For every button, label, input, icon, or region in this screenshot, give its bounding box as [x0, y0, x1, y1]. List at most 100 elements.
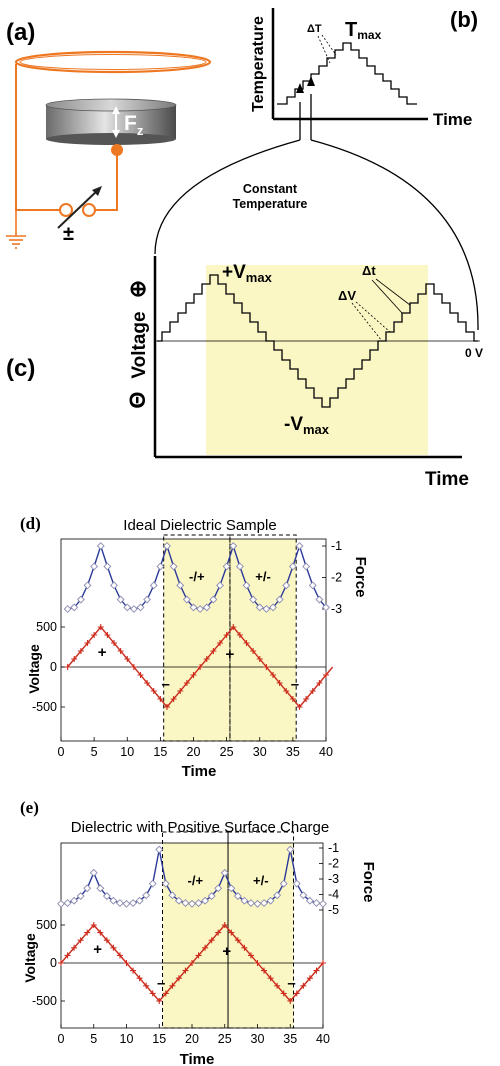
force-arrow-icon — [112, 106, 120, 138]
svg-text:Voltage: Voltage — [129, 311, 150, 378]
chart-d-voltage-point — [170, 696, 177, 702]
circuit-wire-right — [94, 150, 118, 211]
panel-label-b: (b) — [450, 7, 478, 32]
chart-d-voltage-point — [104, 632, 111, 638]
chart-d-force-point — [123, 603, 132, 612]
chart-d-voltage-point — [84, 640, 91, 646]
chart-d-force-point — [163, 542, 171, 550]
chart-e-voltage-point — [267, 975, 274, 982]
chart-e-force-point — [161, 879, 170, 888]
chart-d-voltage-point — [283, 688, 290, 694]
chart-e-voltage-point — [215, 929, 222, 936]
chart-e-force-point — [279, 879, 288, 888]
polarity-label: ± — [63, 223, 74, 245]
chart-e-voltage-point — [110, 944, 117, 951]
chart-d-force-point — [262, 605, 271, 613]
chart-d-x-tick-label: 10 — [120, 745, 134, 759]
chart-d-voltage-point — [296, 704, 303, 710]
chart-e-voltage-point — [90, 922, 97, 928]
chart-e-force-point — [122, 899, 131, 908]
chart-e-force-point — [240, 896, 249, 905]
svg-text:⊕: ⊕ — [125, 280, 150, 298]
chart-e-voltage-point — [130, 967, 137, 974]
chart-e-force-point — [299, 891, 308, 900]
panel-label-c: (c) — [6, 355, 35, 382]
force-label: Fz — [124, 112, 144, 138]
chart-e-force-point — [292, 879, 301, 888]
chart-e-force-tick-label: -4 — [328, 888, 339, 902]
chart-d-voltage-point — [197, 664, 204, 670]
chart-d-force-point — [269, 603, 277, 612]
tmax-label: Tmax — [345, 19, 382, 42]
chart-e-force-point — [286, 845, 295, 854]
chart-d-force-point — [255, 603, 264, 612]
chart-e-voltage-point — [71, 944, 78, 951]
chart-d-plot: 0 5 10 15 20 25 30 35 40 500 0 -500 -1 -2 -3 -/+ +/- + – + – — [32, 534, 342, 759]
delta-t-pointer-1 — [317, 35, 331, 64]
chart-d-voltage-point — [276, 680, 283, 686]
chart-d-voltage-point — [177, 688, 184, 694]
chart-d-force-point — [222, 562, 231, 571]
chart-d-force-point — [202, 603, 211, 612]
connector-label-line2: Temperature — [233, 197, 308, 211]
chart-d-region-label-1: -/+ — [189, 569, 205, 584]
chart-e-x-tick-label: 20 — [185, 1032, 199, 1046]
chart-e-force-point — [273, 891, 282, 900]
chart-d-force-point — [302, 562, 311, 571]
panel-label-e: (e) — [20, 798, 39, 817]
coil-ring-inner — [19, 54, 207, 70]
chart-d-sign-label: – — [162, 676, 170, 693]
chart-d-voltage-point — [243, 640, 250, 646]
chart-e-force-point — [319, 899, 327, 908]
chart-e-force-point — [89, 868, 98, 877]
chart-d-force-series-line — [67, 543, 327, 610]
chart-d-force-point — [76, 595, 85, 604]
chart-e-voltage-point — [306, 975, 313, 982]
panel-e: (e) Dielectric with Positive Surface Cha… — [20, 798, 377, 1066]
chart-d-sign-label: + — [98, 644, 107, 661]
chart-d-force-point — [196, 605, 205, 613]
chart-e-force-point — [83, 884, 92, 893]
chart-d-force-point — [235, 562, 244, 571]
chart-d-voltage-point — [117, 648, 124, 654]
chart-d-voltage-tick-label: -500 — [32, 700, 57, 714]
chart-e-force-point — [96, 884, 105, 893]
chart-e-ylabel-right: Force — [360, 862, 377, 903]
chart-e-force-point — [63, 899, 72, 907]
chart-d-voltage-tick-label: 0 — [50, 660, 57, 674]
chart-e-voltage-point — [208, 937, 215, 944]
chart-e-voltage-point — [97, 929, 104, 936]
chart-e-force-tick-label: -1 — [328, 841, 339, 855]
chart-d-sign-label: + — [226, 646, 235, 663]
chart-d-voltage-point — [77, 648, 84, 654]
chart-e-voltage-point — [77, 937, 84, 944]
chart-e-voltage-point — [149, 990, 156, 997]
chart-d-voltage-point — [263, 664, 270, 670]
chart-e-force-point — [266, 896, 275, 905]
chart-d-force-point — [103, 562, 112, 571]
chart-e-force-point — [312, 899, 321, 907]
chart-e-voltage-point — [84, 929, 91, 936]
panel-label-d: (d) — [20, 514, 41, 533]
chart-d-voltage-point — [256, 656, 263, 662]
panel-a: (a) Fz — [6, 19, 212, 249]
svg-text:Θ: Θ — [125, 391, 150, 408]
chart-d-voltage-point — [164, 704, 170, 710]
chart-d-voltage-point — [190, 672, 197, 678]
voltage-axis-label-c: Θ Voltage ⊕ — [125, 280, 150, 409]
chart-e-force-point — [135, 896, 144, 905]
chart-d-force-point — [189, 603, 198, 612]
chart-e-force-point — [174, 896, 183, 905]
dv-pointer-2 — [355, 301, 391, 333]
chart-d-x-tick-label: 35 — [286, 745, 300, 759]
chart-e-force-point — [142, 891, 151, 900]
chart-e-voltage-point — [175, 975, 182, 982]
chart-e-voltage-point — [293, 990, 300, 997]
chart-e-voltage-tick-label: 500 — [36, 918, 57, 932]
chart-e-x-tick-label: 40 — [316, 1032, 330, 1046]
chart-d-voltage-point — [323, 672, 329, 678]
chart-d-voltage-point — [157, 696, 164, 702]
switch-terminal-left — [59, 203, 73, 217]
chart-d-force-point — [182, 595, 191, 604]
chart-e-voltage-point — [64, 952, 71, 959]
